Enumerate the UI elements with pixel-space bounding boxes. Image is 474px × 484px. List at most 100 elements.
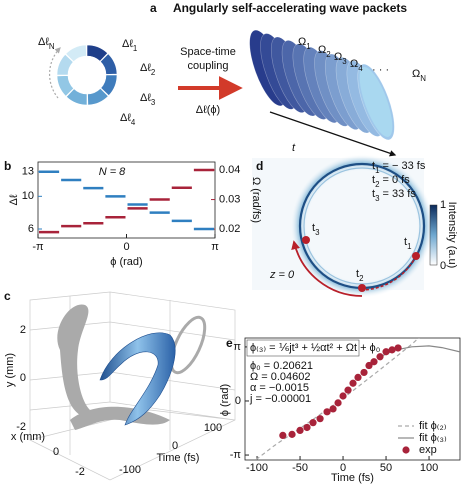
ring-label-base: Δℓ <box>38 36 49 48</box>
point-label: t1 <box>404 236 412 251</box>
tick-label: 0 <box>172 440 178 452</box>
data-point <box>339 392 347 400</box>
time-label: t3 = 33 fs <box>372 188 416 203</box>
x-tick-label: 100 <box>420 462 438 474</box>
annotation: N = 8 <box>99 166 126 178</box>
data-point <box>394 344 402 352</box>
data-point <box>370 358 378 366</box>
colorbar-tick: 0 <box>440 260 446 272</box>
axis-title: Time (fs) <box>157 452 200 464</box>
panel-a-art <box>48 29 397 157</box>
x-tick-label: 0 <box>340 462 346 474</box>
data-point <box>309 419 317 427</box>
x-axis-label: Time (fs) <box>331 472 374 484</box>
ring-label-sub: 2 <box>151 68 155 77</box>
tick-label: 100 <box>204 422 222 434</box>
ring-segment <box>87 87 109 106</box>
point-label-base: t <box>404 236 407 248</box>
ring-label-sub: 3 <box>151 98 156 107</box>
tick-label: 0 <box>20 372 26 384</box>
data-point <box>303 423 311 432</box>
ring-label-base: Δℓ <box>140 92 151 104</box>
y-tick-label: -π <box>230 449 242 461</box>
panel-label: a <box>150 1 157 15</box>
ring-label: Δℓ1 <box>122 38 138 53</box>
figure-title: Angularly self-accelerating wave packets <box>173 1 407 15</box>
point-label-sub: 2 <box>359 274 363 283</box>
ring <box>56 44 118 106</box>
data-point <box>334 399 342 407</box>
tick-label: -2 <box>16 421 26 433</box>
omega-label-base: Ω <box>350 58 358 70</box>
ring-label-sub: 1 <box>133 44 138 53</box>
ring-label: ΔℓN <box>38 36 55 51</box>
plane-label: z = 0 <box>269 269 295 281</box>
parameter: Ω = 0.04602 <box>250 371 311 383</box>
time-label-rest: = 0 fs <box>379 174 410 186</box>
time-label-rest: = 33 fs <box>379 188 416 200</box>
ring-label-base: Δℓ <box>140 62 151 74</box>
x-tick-label: -π <box>32 241 44 253</box>
rotation-arrow <box>48 47 61 99</box>
plot-area <box>254 338 460 460</box>
wave-packet <box>99 332 176 426</box>
omega-label: Ω3 <box>334 51 347 66</box>
equation: ϕ₍₃₎ = ⅙jt³ + ½αt² + Ωt + ϕ₀ <box>250 342 380 354</box>
time-label: t <box>292 142 296 154</box>
tick-label: 0 <box>53 446 59 458</box>
ring-label: Δℓ2 <box>140 62 155 77</box>
projection <box>57 304 90 415</box>
point-label-base: t <box>312 222 315 234</box>
data-point <box>296 426 304 435</box>
legend-swatch <box>402 446 410 454</box>
omega-label-base: Ω <box>334 51 342 63</box>
colorbar <box>429 204 438 266</box>
parameter: α = −0.0015 <box>250 382 309 394</box>
cylinder <box>249 29 395 141</box>
data-point <box>279 431 287 439</box>
omega-label-sub: 4 <box>358 64 363 73</box>
axis-title: x (mm) <box>11 431 45 443</box>
plot-frame <box>244 337 461 461</box>
ring-label-sub: 4 <box>131 118 136 127</box>
data-point <box>365 361 373 370</box>
time-label-rest: = − 33 fs <box>379 160 425 172</box>
legend-label: fit ϕ₍₂₎ <box>419 420 447 432</box>
data-point <box>323 408 331 416</box>
y2-tick-label: 0.04 <box>219 164 240 176</box>
data-point <box>354 373 362 382</box>
point <box>302 236 310 244</box>
ring-label-base: Δℓ <box>122 38 133 50</box>
arrow-formula: Δℓ(ϕ) <box>196 104 220 116</box>
ring-glow <box>290 154 434 298</box>
point-label-sub: 3 <box>315 228 320 237</box>
y-tick-label: 0 <box>235 395 241 407</box>
ring-segment <box>65 88 88 106</box>
colorbar-title: Intensity (a.u) <box>446 202 458 269</box>
omega-label: ΩN <box>412 68 426 83</box>
equation-box <box>246 339 360 357</box>
omega-label-base: Ω <box>298 36 306 48</box>
time-label-base: t <box>372 174 375 186</box>
ring-label: Δℓ3 <box>140 92 156 107</box>
path-dashed <box>361 255 417 291</box>
ring-segment <box>65 44 87 63</box>
y-tick-label: 6 <box>28 223 34 235</box>
point-label-base: t <box>356 268 359 280</box>
data-point <box>360 368 368 377</box>
time-label-sub: 3 <box>375 194 380 203</box>
legend-label: exp <box>419 444 437 456</box>
time-label-sub: 1 <box>375 166 380 175</box>
time-arrow <box>269 111 397 157</box>
time-label-sub: 2 <box>375 180 379 189</box>
ring-segment <box>100 74 118 97</box>
projection <box>169 315 207 375</box>
tick-label: -100 <box>119 464 141 476</box>
data-point <box>388 346 396 354</box>
point <box>358 284 366 292</box>
panel-c-art <box>29 291 236 481</box>
legend-label: fit ϕ₍₃₎ <box>419 432 447 444</box>
tick-label: 2 <box>20 324 26 336</box>
ring-label: Δℓ4 <box>120 112 136 127</box>
